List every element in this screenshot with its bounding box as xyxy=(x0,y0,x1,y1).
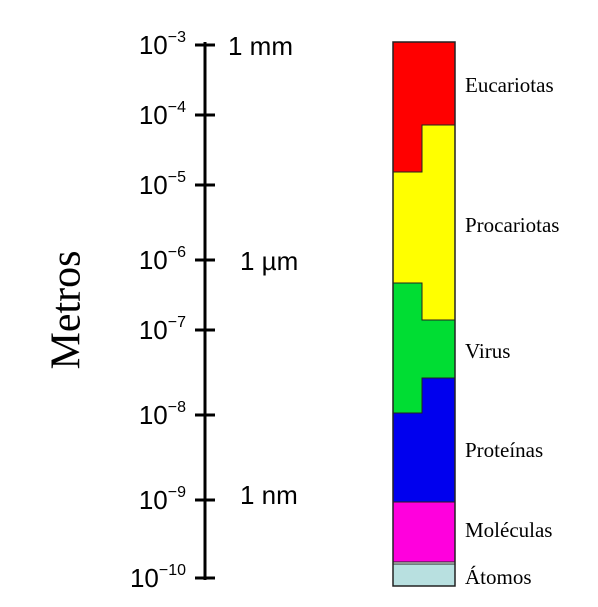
tick-exponent: −4 xyxy=(168,99,186,116)
tick-exponent: −10 xyxy=(159,562,186,579)
tick-base: 10 xyxy=(139,30,168,60)
tick-base: 10 xyxy=(130,563,159,593)
tick-label: 10−3 xyxy=(139,29,186,60)
tick-label: 10−6 xyxy=(139,244,186,275)
tick-exponent: −7 xyxy=(168,314,186,331)
group-label: Proteínas xyxy=(465,438,543,462)
group-label: Moléculas xyxy=(465,518,552,542)
group-band xyxy=(392,501,456,563)
tick-exponent: −3 xyxy=(168,29,186,46)
tick-base: 10 xyxy=(139,485,168,515)
group-band xyxy=(392,563,456,587)
tick-exponent: −5 xyxy=(168,169,186,186)
tick-exponent: −9 xyxy=(168,484,186,501)
axis-label: Metros xyxy=(44,251,90,370)
group-label: Procariotas xyxy=(465,213,559,237)
tick-base: 10 xyxy=(139,100,168,130)
unit-label: 1 nm xyxy=(240,480,298,510)
tick-label: 10−10 xyxy=(130,562,186,593)
tick-label: 10−7 xyxy=(139,314,186,345)
tick-label: 10−5 xyxy=(139,169,186,200)
tick-label: 10−9 xyxy=(139,484,186,515)
group-label: Átomos xyxy=(465,565,532,589)
tick-exponent: −8 xyxy=(168,399,186,416)
tick-base: 10 xyxy=(139,400,168,430)
tick-label: 10−8 xyxy=(139,399,186,430)
tick-base: 10 xyxy=(139,245,168,275)
tick-exponent: −6 xyxy=(168,244,186,261)
unit-label: 1 mm xyxy=(228,31,293,61)
bar-outline xyxy=(392,41,456,587)
tick-label: 10−4 xyxy=(139,99,186,130)
group-label: Eucariotas xyxy=(465,73,554,97)
tick-base: 10 xyxy=(139,170,168,200)
unit-label: 1 µm xyxy=(240,246,298,276)
group-label: Virus xyxy=(465,339,510,363)
tick-base: 10 xyxy=(139,315,168,345)
